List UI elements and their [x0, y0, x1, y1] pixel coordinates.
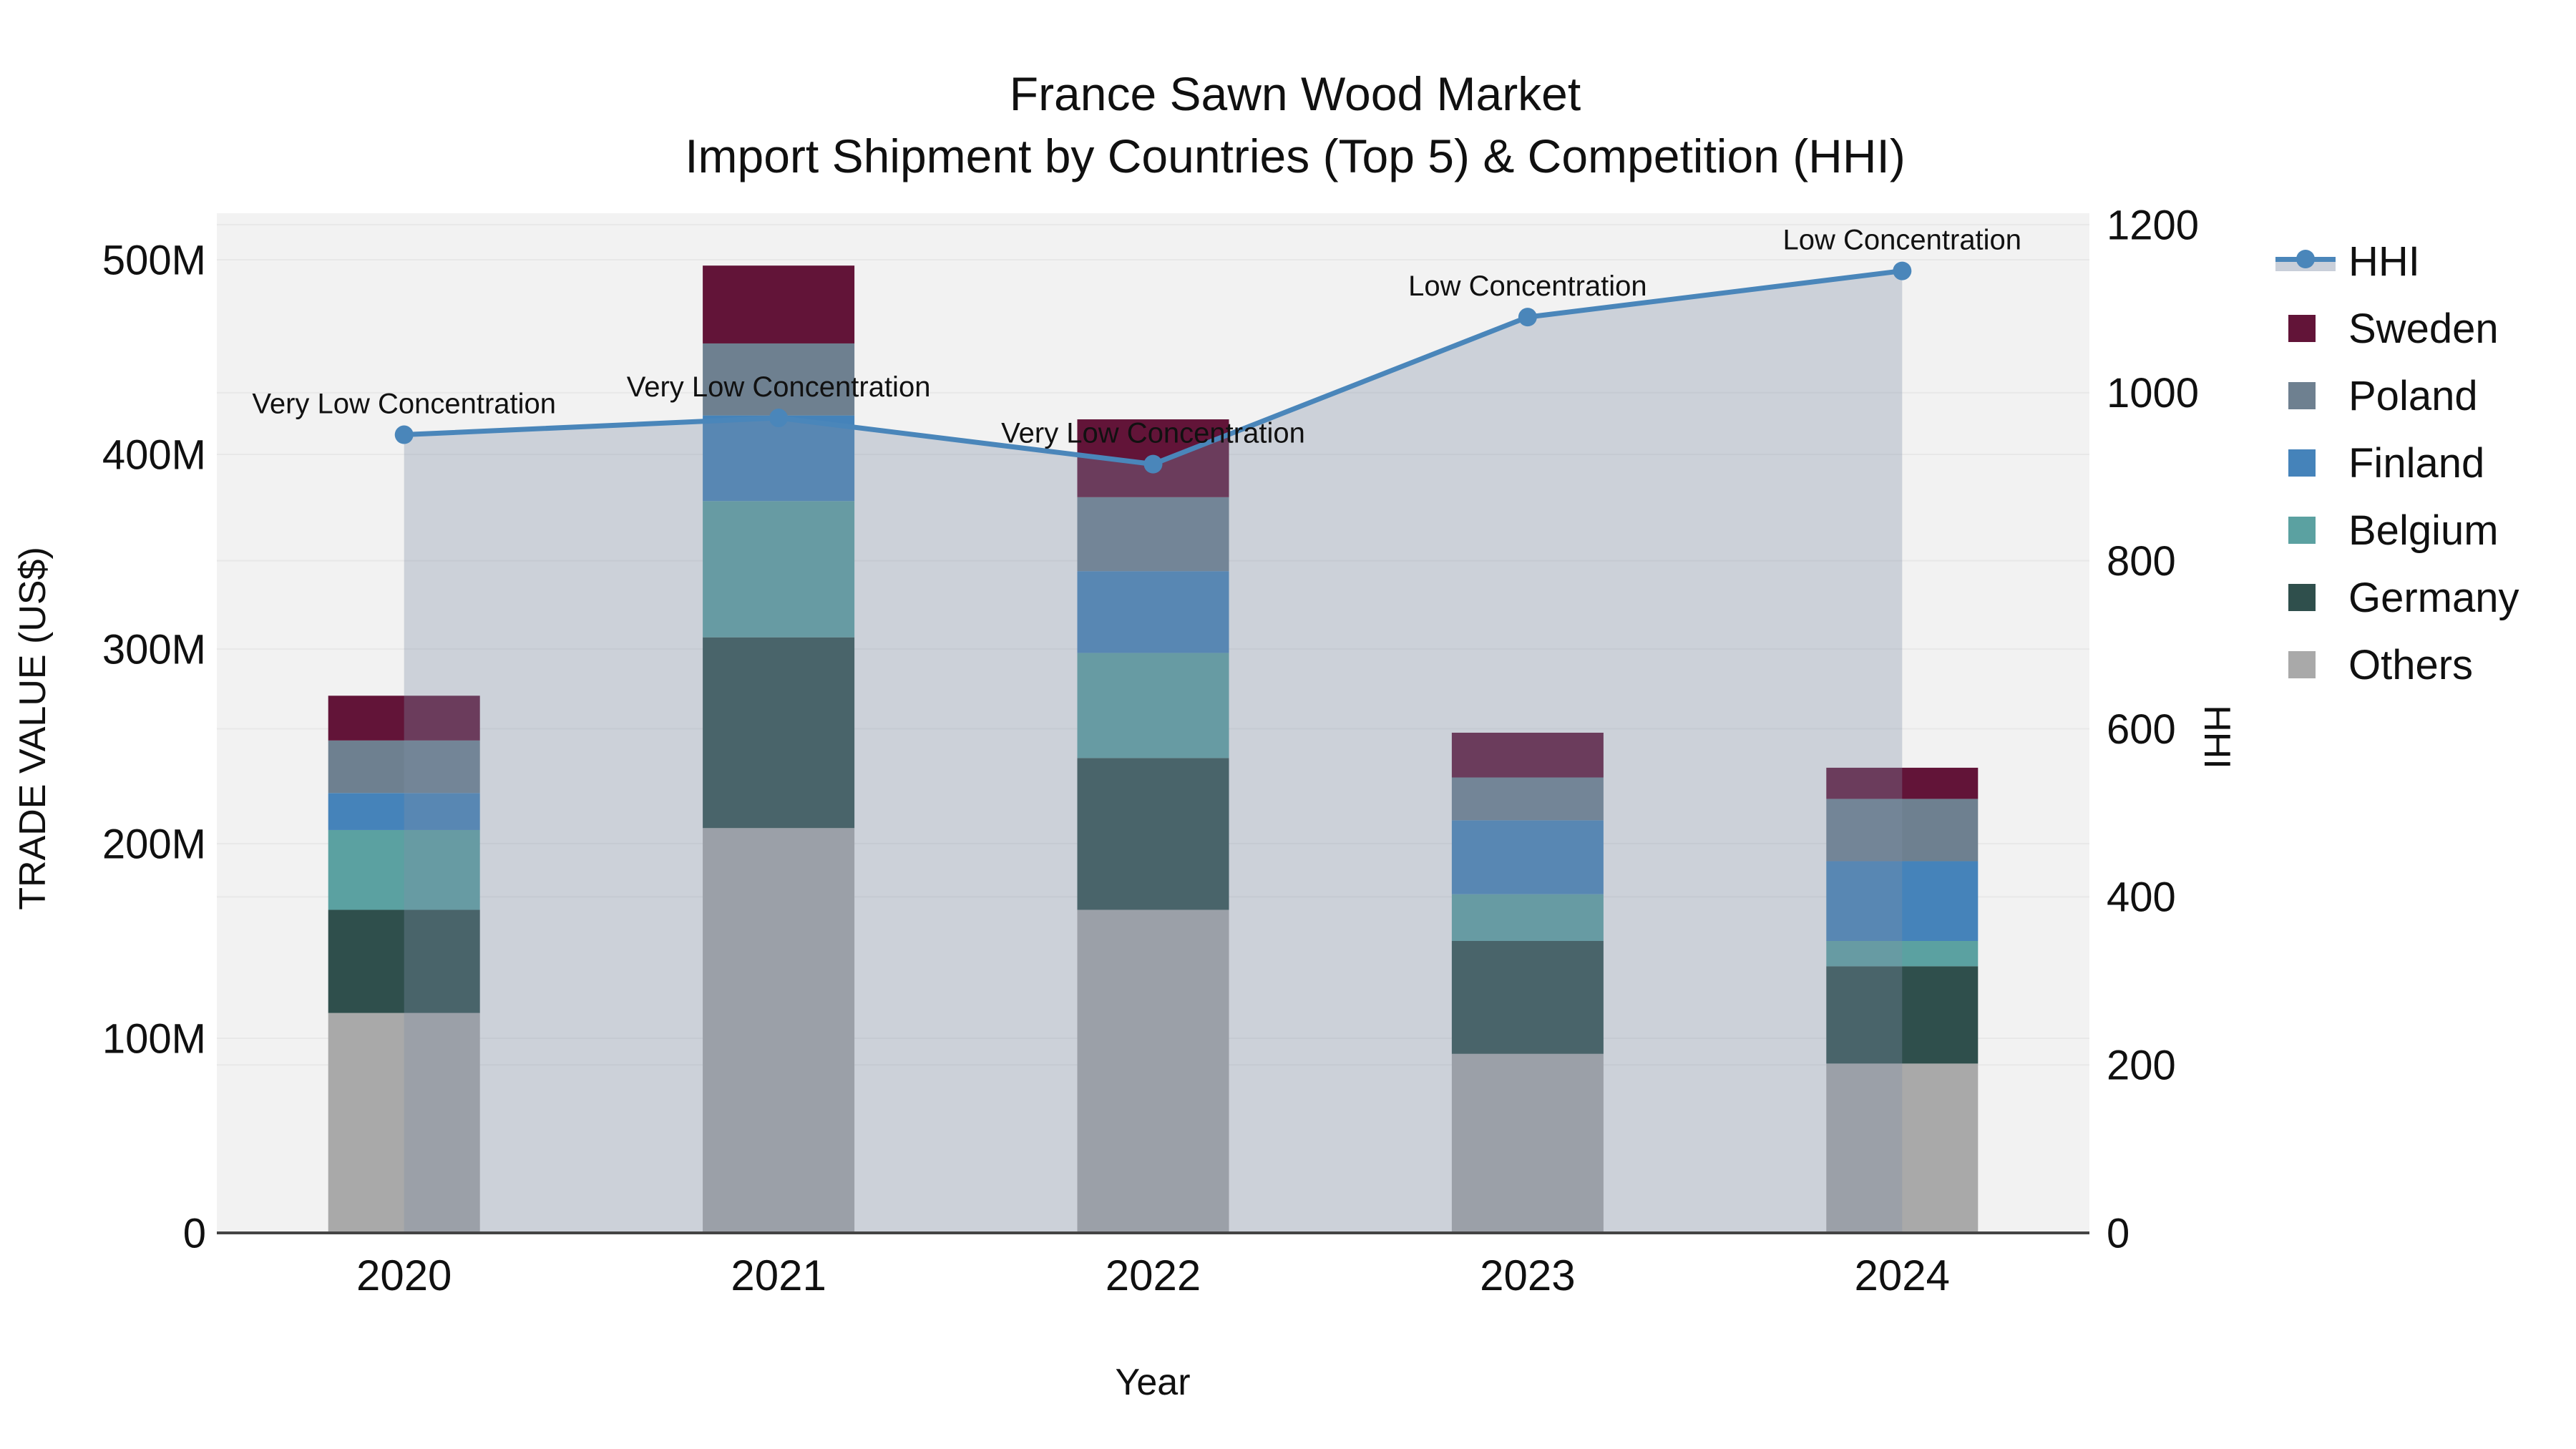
bar-segment-2023-poland[interactable] [1451, 777, 1604, 821]
y-right-tick-1000: 1000 [2107, 370, 2199, 416]
bar-segment-2024-finland[interactable] [1826, 861, 1979, 941]
y-left-tick-200M: 200M [102, 821, 206, 867]
legend: HHI Sweden Poland Finland Belgium Germany Othe… [2272, 228, 2519, 698]
bar-segment-2020-finland[interactable] [328, 793, 480, 830]
hhi-point-2020[interactable] [394, 425, 414, 444]
bar-segment-2021-poland[interactable] [703, 343, 855, 416]
bar-segment-2023-belgium[interactable] [1451, 894, 1604, 941]
bar-segment-2020-others[interactable] [328, 1013, 480, 1233]
bar-segment-2023-sweden[interactable] [1451, 732, 1604, 778]
legend-swatch-icon [2288, 315, 2316, 342]
y-left-tick-0: 0 [183, 1210, 206, 1257]
bar-segment-2021-others[interactable] [703, 828, 855, 1233]
bar-segment-2022-belgium[interactable] [1077, 653, 1229, 758]
y-right-tick-0: 0 [2107, 1210, 2129, 1257]
x-tick-2021: 2021 [731, 1252, 826, 1299]
y-right-tick-600: 600 [2107, 706, 2176, 753]
annotation-2020: Very Low Concentration [252, 389, 556, 420]
bar-segment-2022-others[interactable] [1077, 909, 1229, 1233]
bar-segment-2024-poland[interactable] [1826, 799, 1979, 862]
y-right-tick-400: 400 [2107, 874, 2176, 921]
legend-swatch-icon [2288, 449, 2316, 477]
y-left-tick-500M: 500M [102, 237, 206, 283]
legend-item-poland[interactable]: Poland [2272, 362, 2519, 429]
legend-label: Others [2348, 641, 2474, 688]
legend-item-belgium[interactable]: Belgium [2272, 497, 2519, 564]
legend-item-germany[interactable]: Germany [2272, 564, 2519, 631]
bar-segment-2023-germany[interactable] [1451, 941, 1604, 1054]
legend-item-others[interactable]: Others [2272, 631, 2519, 698]
bar-segment-2021-sweden[interactable] [703, 265, 855, 343]
chart-title-line2: Import Shipment by Countries (Top 5) & C… [685, 130, 1906, 183]
bar-segment-2023-finland[interactable] [1451, 820, 1604, 894]
legend-item-hhi[interactable]: HHI [2272, 228, 2519, 295]
y-left-tick-400M: 400M [102, 431, 206, 478]
bar-segment-2020-belgium[interactable] [328, 829, 480, 910]
annotation-2024: Low Concentration [1783, 225, 2022, 256]
x-tick-2020: 2020 [356, 1252, 452, 1299]
annotation-2023: Low Concentration [1408, 270, 1647, 302]
x-tick-2024: 2024 [1855, 1252, 1950, 1299]
x-axis-title: Year [1115, 1362, 1191, 1403]
bar-segment-2024-others[interactable] [1826, 1063, 1979, 1233]
y-right-tick-200: 200 [2107, 1042, 2176, 1088]
legend-item-finland[interactable]: Finland [2272, 429, 2519, 497]
hhi-point-2021[interactable] [769, 409, 789, 428]
bar-segment-2020-poland[interactable] [328, 740, 480, 794]
bar-segment-2022-poland[interactable] [1077, 497, 1229, 572]
annotation-2022: Very Low Concentration [1001, 418, 1305, 449]
x-tick-2023: 2023 [1480, 1252, 1575, 1299]
legend-label: Poland [2348, 372, 2478, 419]
bar-segment-2023-others[interactable] [1451, 1053, 1604, 1233]
legend-label: HHI [2348, 238, 2420, 285]
legend-swatch-icon [2288, 651, 2316, 678]
hhi-point-2022[interactable] [1143, 454, 1163, 474]
legend-label: Germany [2348, 574, 2519, 621]
bar-segment-2021-germany[interactable] [703, 637, 855, 829]
bar-segment-2021-belgium[interactable] [703, 501, 855, 638]
bar-segment-2022-germany[interactable] [1077, 758, 1229, 910]
bar-segment-2022-finland[interactable] [1077, 571, 1229, 653]
y-left-tick-300M: 300M [102, 626, 206, 673]
hhi-area-fill [404, 270, 1903, 1234]
legend-item-sweden[interactable]: Sweden [2272, 295, 2519, 362]
y-left-axis-title: TRADE VALUE (US$) [12, 547, 54, 910]
bar-segment-2020-germany[interactable] [328, 909, 480, 1013]
legend-label: Sweden [2348, 305, 2499, 352]
annotation-2021: Very Low Concentration [627, 371, 931, 403]
hhi-point-2024[interactable] [1893, 261, 1912, 280]
bar-segment-2024-sweden[interactable] [1826, 767, 1979, 799]
legend-label: Finland [2348, 439, 2485, 487]
bar-segment-2024-germany[interactable] [1826, 966, 1979, 1064]
chart-title: France Sawn Wood Market Import Shipment … [685, 63, 1906, 187]
legend-swatch-icon [2288, 584, 2316, 611]
legend-swatch-icon [2288, 382, 2316, 409]
bar-segment-2021-finland[interactable] [703, 415, 855, 502]
y-right-tick-1200: 1200 [2107, 202, 2199, 248]
y-right-tick-800: 800 [2107, 538, 2176, 585]
hhi-point-2023[interactable] [1518, 308, 1537, 327]
y-left-tick-100M: 100M [102, 1015, 206, 1062]
y-right-axis-title: HHI [2196, 705, 2238, 769]
x-tick-2022: 2022 [1106, 1252, 1201, 1299]
legend-swatch-icon [2288, 517, 2316, 544]
legend-label: Belgium [2348, 507, 2499, 554]
bar-segment-2020-sweden[interactable] [328, 696, 480, 741]
hhi-line-swatch-icon [2275, 245, 2336, 277]
chart-title-line1: France Sawn Wood Market [1009, 67, 1581, 120]
bar-segment-2024-belgium[interactable] [1826, 941, 1979, 967]
